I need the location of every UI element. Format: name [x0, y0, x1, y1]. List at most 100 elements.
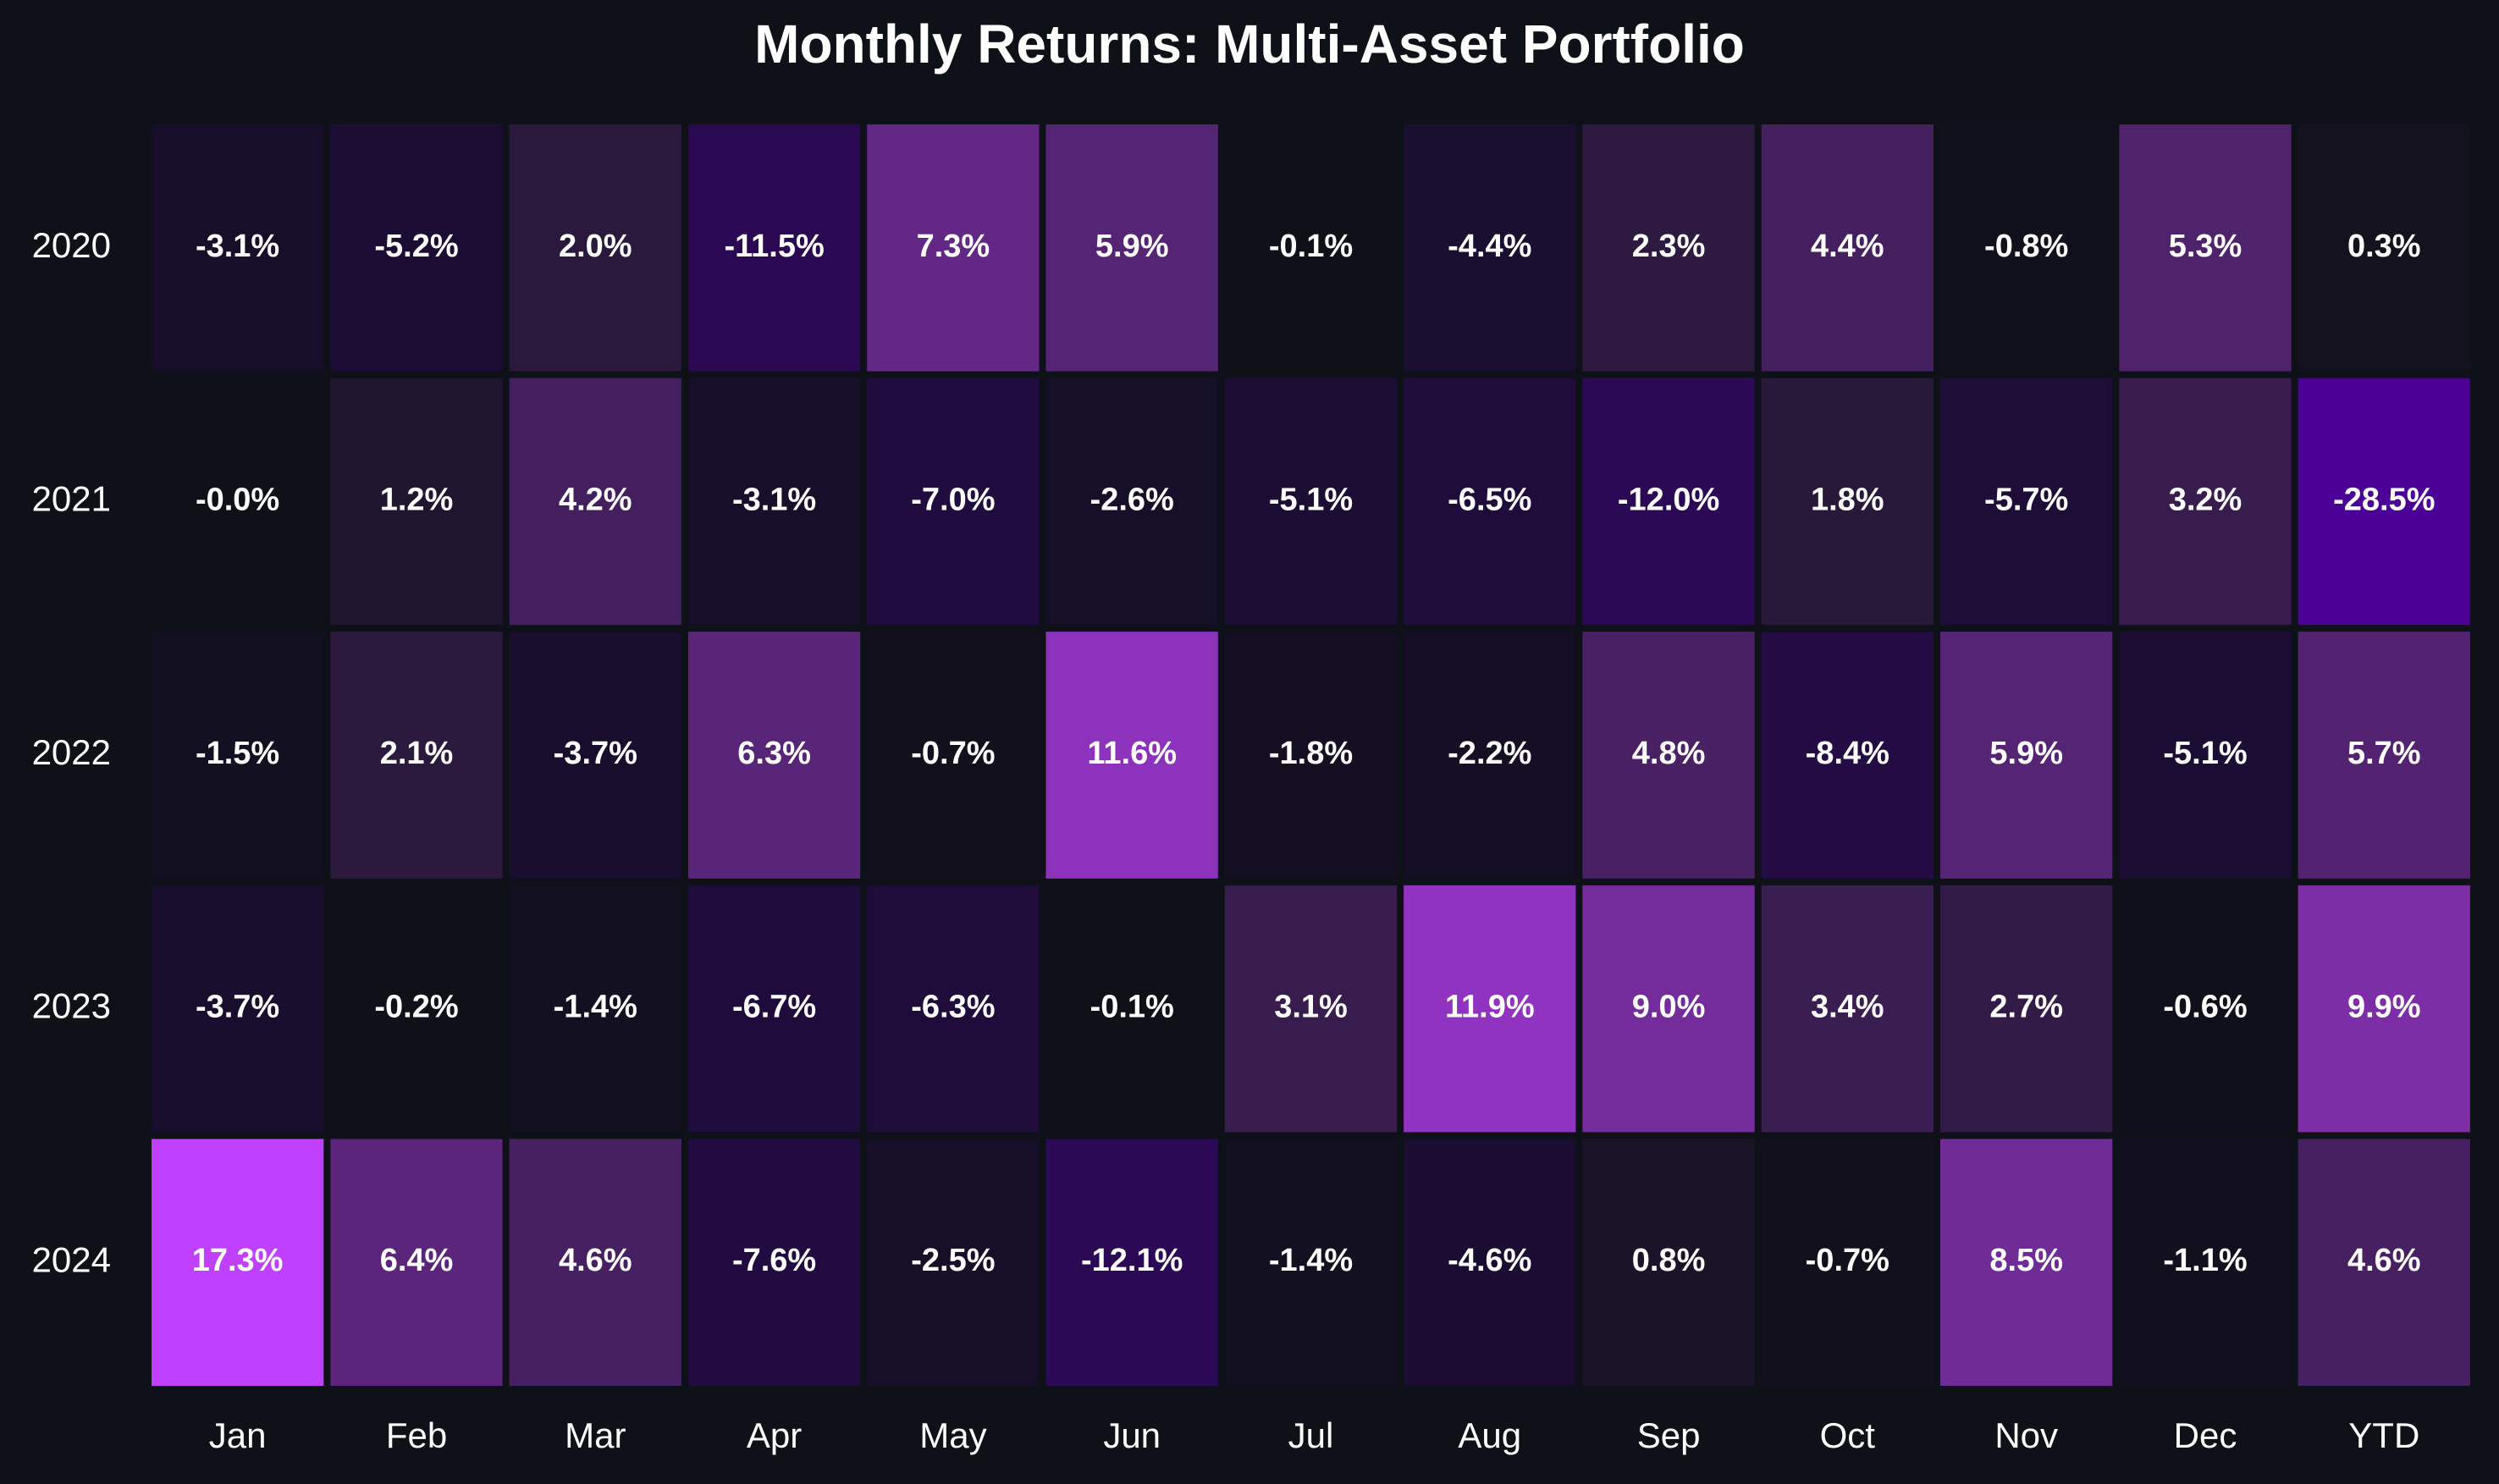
- cell-value-label: -5.1%: [1269, 482, 1353, 517]
- cell-value-label: -1.4%: [554, 990, 637, 1025]
- cell-value-label: 9.0%: [1632, 990, 1706, 1025]
- cell-value-label: -0.0%: [196, 482, 279, 517]
- heatmap-cell-2020-jun: [1045, 124, 1218, 372]
- heatmap-cell-2023-dec: [2119, 885, 2292, 1133]
- cell-value-label: 2.7%: [1989, 990, 2063, 1025]
- cell-value-label: -8.4%: [1806, 736, 1889, 771]
- heatmap-cell-2021-apr: [687, 378, 861, 626]
- heatmap-cell-2020-aug: [1404, 124, 1576, 372]
- cell-value-label: -7.6%: [732, 1243, 816, 1278]
- cell-value-label: 4.4%: [1811, 229, 1884, 264]
- cell-value-label: -0.8%: [1984, 229, 2068, 264]
- cell-value-label: -0.6%: [2163, 990, 2247, 1025]
- cell-value-label: -2.2%: [1448, 736, 1531, 771]
- heatmap-cell-2023-nov: [1940, 885, 2113, 1133]
- heatmap-cell-2024-may: [867, 1139, 1040, 1386]
- cell-value-label: 2.0%: [559, 229, 632, 264]
- cell-value-label: -12.1%: [1081, 1243, 1183, 1278]
- heatmap-cell-2022-oct: [1761, 632, 1934, 879]
- heatmap-cell-2022-nov: [1940, 632, 2113, 879]
- x-tick-label-jun: Jun: [1103, 1415, 1161, 1455]
- heatmap-cell-2024-apr: [687, 1139, 861, 1386]
- heatmap-cell-2023-may: [867, 885, 1040, 1133]
- cell-value-label: 5.9%: [1095, 229, 1169, 264]
- cell-value-label: 0.3%: [2347, 229, 2421, 264]
- cell-value-label: -12.0%: [1618, 482, 1719, 517]
- cell-value-label: 7.3%: [917, 229, 990, 264]
- heatmap-cell-2022-feb: [330, 632, 503, 879]
- heatmap-cell-2021-mar: [509, 378, 681, 626]
- cell-value-label: 11.9%: [1445, 990, 1535, 1025]
- cell-value-label: -3.1%: [196, 229, 279, 264]
- cell-value-label: -5.1%: [2163, 736, 2247, 771]
- heatmap-cell-2020-nov: [1940, 124, 2113, 372]
- heatmap-cell-2020-jan: [152, 124, 324, 372]
- heatmap-cell-2020-may: [867, 124, 1040, 372]
- cell-value-label: 4.6%: [2347, 1243, 2421, 1278]
- cell-value-label: 4.6%: [559, 1243, 632, 1278]
- cell-value-label: -0.7%: [1806, 1243, 1889, 1278]
- cell-value-label: 9.9%: [2347, 990, 2421, 1025]
- heatmap-cell-2024-nov: [1940, 1139, 2113, 1386]
- heatmap-cell-2023-sep: [1582, 885, 1755, 1133]
- heatmap-cells: [152, 124, 2470, 1386]
- heatmap-cell-2023-aug: [1404, 885, 1576, 1133]
- cell-value-label: 8.5%: [1989, 1243, 2063, 1278]
- heatmap-cell-2024-oct: [1761, 1139, 1934, 1386]
- cell-value-label: 17.3%: [192, 1243, 284, 1278]
- heatmap-cell-2021-dec: [2119, 378, 2292, 626]
- heatmap-cell-2021-feb: [330, 378, 503, 626]
- heatmap-cell-2023-jan: [152, 885, 324, 1133]
- cell-value-label: -4.6%: [1448, 1243, 1531, 1278]
- heatmap-cell-2023-mar: [509, 885, 681, 1133]
- heatmap-cell-2022-jul: [1224, 632, 1398, 879]
- heatmap-cell-2022-ytd: [2298, 632, 2470, 879]
- heatmap-cell-2023-jul: [1224, 885, 1398, 1133]
- cell-value-label: -2.6%: [1090, 482, 1174, 517]
- heatmap-cell-2023-jun: [1045, 885, 1218, 1133]
- heatmap-cell-2021-ytd: [2298, 378, 2470, 626]
- cell-value-label: -3.7%: [554, 736, 637, 771]
- heatmap-cell-2022-jan: [152, 632, 324, 879]
- x-tick-label-jul: Jul: [1288, 1415, 1334, 1455]
- cell-value-label: -6.5%: [1448, 482, 1531, 517]
- heatmap-cell-2023-ytd: [2298, 885, 2470, 1133]
- y-tick-label-2020: 2020: [32, 225, 111, 265]
- y-axis-tick-labels: 2020 2021 2022 2023 2024: [32, 225, 111, 1279]
- cell-value-label: -2.5%: [911, 1243, 995, 1278]
- cell-labels: -3.1% -5.2% 2.0% -11.5% 7.3% 5.9% -0.1% -4.4% 2.…: [192, 229, 2436, 1278]
- heatmap-cell-2020-sep: [1582, 124, 1755, 372]
- cell-value-label: -6.7%: [732, 990, 816, 1025]
- cell-value-label: 4.2%: [559, 482, 632, 517]
- cell-value-label: -3.1%: [732, 482, 816, 517]
- heatmap-cell-2020-apr: [687, 124, 861, 372]
- x-tick-label-aug: Aug: [1458, 1415, 1521, 1455]
- heatmap-cell-2020-mar: [509, 124, 681, 372]
- heatmap-cell-2022-sep: [1582, 632, 1755, 879]
- heatmap-cell-2022-mar: [509, 632, 681, 879]
- cell-value-label: 6.3%: [737, 736, 811, 771]
- cell-value-label: 5.9%: [1989, 736, 2063, 771]
- heatmap-cell-2021-jun: [1045, 378, 1218, 626]
- heatmap-cell-2021-sep: [1582, 378, 1755, 626]
- x-tick-label-apr: Apr: [747, 1415, 802, 1455]
- y-tick-label-2023: 2023: [32, 986, 111, 1026]
- cell-value-label: 5.7%: [2347, 736, 2421, 771]
- heatmap-cell-2024-mar: [509, 1139, 681, 1386]
- heatmap-cell-2021-jan: [152, 378, 324, 626]
- cell-value-label: 0.8%: [1632, 1243, 1706, 1278]
- x-tick-label-ytd: YTD: [2348, 1415, 2419, 1455]
- cell-value-label: 3.1%: [1274, 990, 1348, 1025]
- heatmap-cell-2024-dec: [2119, 1139, 2292, 1386]
- heatmap-cell-2024-jan: [152, 1139, 324, 1386]
- cell-value-label: 2.1%: [380, 736, 454, 771]
- x-tick-label-sep: Sep: [1637, 1415, 1701, 1455]
- heatmap-cell-2022-may: [867, 632, 1040, 879]
- heatmap-cell-2021-jul: [1224, 378, 1398, 626]
- cell-value-label: 3.4%: [1811, 990, 1884, 1025]
- heatmap-cell-2022-jun: [1045, 632, 1218, 879]
- cell-value-label: 1.2%: [380, 482, 454, 517]
- cell-value-label: -0.1%: [1090, 990, 1174, 1025]
- x-tick-label-feb: Feb: [386, 1415, 447, 1455]
